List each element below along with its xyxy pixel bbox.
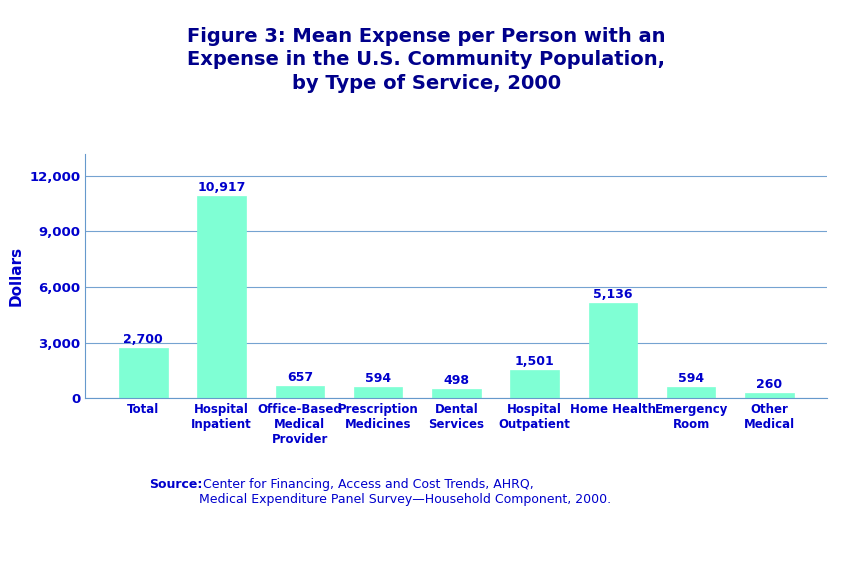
Text: 657: 657 — [286, 371, 313, 384]
Text: Center for Financing, Access and Cost Trends, AHRQ,
Medical Expenditure Panel Su: Center for Financing, Access and Cost Tr… — [199, 478, 610, 506]
Text: 1,501: 1,501 — [514, 356, 554, 369]
Bar — [197, 196, 245, 398]
Bar — [432, 389, 480, 398]
Text: 594: 594 — [365, 372, 391, 385]
Text: Source:: Source: — [149, 478, 203, 491]
Bar — [509, 370, 558, 398]
Bar — [119, 348, 167, 398]
Text: 594: 594 — [677, 372, 704, 385]
Text: Figure 3: Mean Expense per Person with an
Expense in the U.S. Community Populati: Figure 3: Mean Expense per Person with a… — [187, 27, 665, 93]
Text: 5,136: 5,136 — [592, 288, 632, 301]
Bar — [666, 387, 715, 398]
Bar — [745, 394, 792, 398]
Bar — [588, 303, 636, 398]
Bar — [354, 387, 402, 398]
Text: 10,917: 10,917 — [197, 181, 245, 194]
Text: 498: 498 — [443, 374, 469, 387]
Y-axis label: Dollars: Dollars — [9, 246, 24, 306]
Text: 260: 260 — [756, 378, 781, 391]
Text: 2,700: 2,700 — [124, 333, 163, 346]
Bar — [275, 386, 324, 398]
